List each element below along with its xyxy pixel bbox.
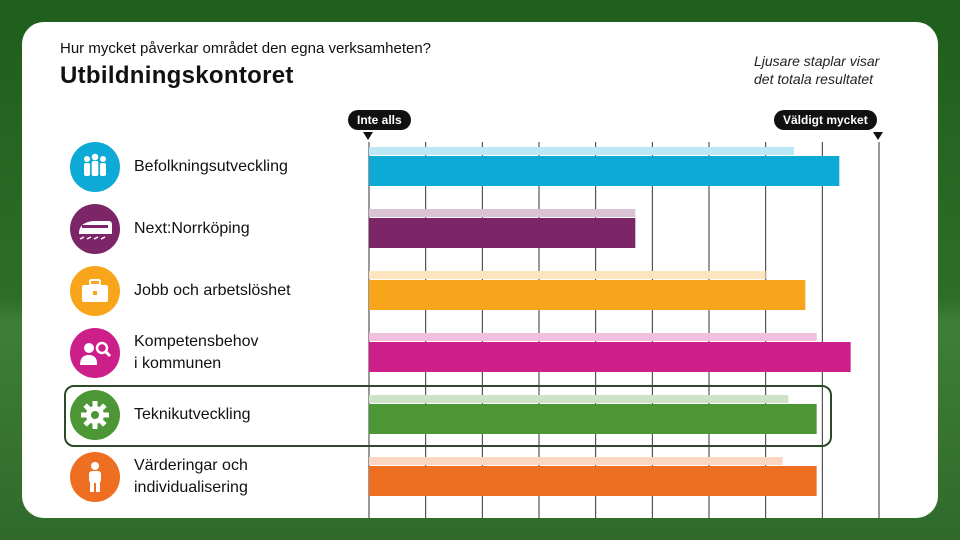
category-label-line-1: Kompetensbehov (134, 333, 259, 350)
category-label: Jobb och arbetslöshet (134, 280, 291, 302)
bar-utbildningskontoret-4 (369, 342, 851, 372)
category-row: Next:Norrköping (70, 204, 370, 254)
category-row: Kompetensbehov i kommunen (70, 328, 370, 378)
category-row: Jobb och arbetslöshet (70, 266, 370, 316)
highlight-frame (64, 385, 832, 447)
train-icon (70, 204, 120, 254)
category-label-line-2: individualisering (134, 479, 248, 496)
bar-utbildningskontoret-2 (369, 218, 636, 248)
category-label: Teknikutveckling (134, 404, 251, 426)
category-label: Värderingar och individualisering (134, 455, 248, 499)
category-label: Kompetensbehov i kommunen (134, 331, 259, 375)
bar-utbildningskontoret-6 (369, 466, 817, 496)
legend-note: Ljusare staplar visar det totala resulta… (754, 52, 914, 88)
scale-low-label: Inte alls (348, 110, 411, 130)
category-row: Teknikutveckling (70, 390, 370, 440)
bar-chart (368, 142, 880, 518)
bar-utbildningskontoret-1 (369, 156, 840, 186)
bar-total-5 (369, 395, 789, 403)
bar-total-3 (369, 271, 766, 279)
bar-utbildningskontoret-5 (369, 404, 817, 434)
scale-high-marker (873, 132, 883, 140)
category-label-line-1: Next:Norrköping (134, 220, 250, 237)
survey-question: Hur mycket påverkar området den egna ver… (60, 40, 432, 57)
legend-note-line-2: det totala resultatet (754, 71, 874, 87)
gear-icon (70, 390, 120, 440)
people-icon (70, 142, 120, 192)
chart-card: Hur mycket påverkar området den egna ver… (22, 22, 938, 518)
bar-utbildningskontoret-3 (369, 280, 806, 310)
bar-total-6 (369, 457, 783, 465)
category-label-line-1: Teknikutveckling (134, 406, 251, 423)
category-label-line-1: Befolkningsutveckling (134, 158, 288, 175)
category-row: Värderingar och individualisering (70, 452, 370, 502)
category-label: Next:Norrköping (134, 218, 250, 240)
category-label-line-1: Jobb och arbetslöshet (134, 282, 291, 299)
scale-low-marker (363, 132, 373, 140)
bar-total-1 (369, 147, 794, 155)
bar-total-2 (369, 209, 636, 217)
page-title: Utbildningskontoret (60, 62, 294, 89)
briefcase-icon (70, 266, 120, 316)
legend-note-line-1: Ljusare staplar visar (754, 53, 880, 69)
category-label: Befolkningsutveckling (134, 156, 288, 178)
person-search-icon (70, 328, 120, 378)
person-icon (70, 452, 120, 502)
category-label-line-2: i kommunen (134, 355, 222, 372)
category-label-line-1: Värderingar och (134, 457, 248, 474)
scale-high-label: Väldigt mycket (774, 110, 877, 130)
category-row: Befolkningsutveckling (70, 142, 370, 192)
bar-total-4 (369, 333, 817, 341)
